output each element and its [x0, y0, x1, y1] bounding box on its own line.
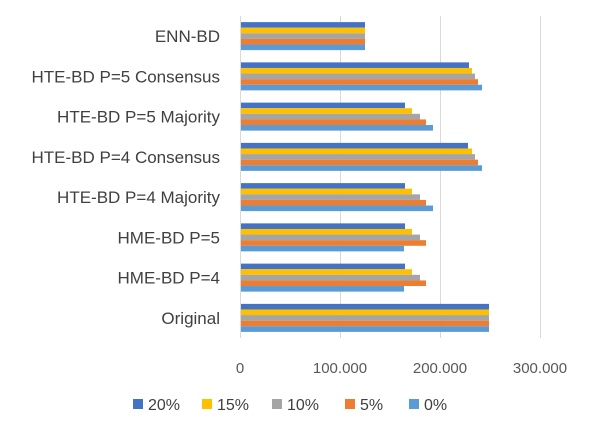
legend-swatch-2 — [272, 399, 282, 409]
bar-5-4 — [241, 125, 433, 131]
x-tick-label-0: 0 — [236, 360, 244, 377]
legend-swatch-0 — [133, 399, 143, 409]
bar-5-2 — [241, 113, 420, 120]
bar-5-3 — [241, 119, 426, 126]
bar-1-3 — [241, 280, 426, 287]
legend-label-4: 0% — [424, 397, 447, 414]
bar-6-1 — [241, 67, 472, 74]
bar-2-2 — [241, 234, 420, 241]
bar-5-1 — [241, 108, 412, 114]
legend-swatch-1 — [202, 399, 212, 409]
bar-4-1 — [241, 148, 472, 155]
bar-3-0 — [241, 183, 405, 189]
category-label-6: HTE-BD P=5 Consensus — [32, 67, 221, 86]
bar-1-1 — [241, 269, 412, 275]
bar-3-1 — [241, 188, 412, 195]
legend-label-1: 15% — [217, 397, 249, 414]
bar-4-4 — [241, 165, 482, 171]
category-label-1: HME-BD P=4 — [118, 269, 221, 288]
bar-0-0 — [241, 303, 489, 310]
bar-3-3 — [241, 199, 426, 206]
bar-2-1 — [241, 228, 412, 235]
category-label-3: HTE-BD P=4 Majority — [57, 188, 220, 207]
bar-7-3 — [241, 38, 365, 45]
bar-5-0 — [241, 102, 405, 109]
category-label-4: HTE-BD P=4 Consensus — [32, 148, 221, 167]
legend-swatch-3 — [345, 399, 355, 409]
bars — [241, 22, 489, 332]
legend-swatch-4 — [409, 399, 419, 409]
bar-7-0 — [241, 22, 365, 28]
category-label-7: ENN-BD — [155, 27, 220, 46]
bar-1-0 — [241, 263, 405, 270]
category-label-5: HTE-BD P=5 Majority — [57, 108, 220, 127]
x-tick-labels: 0 100.000 200.000 300.000 — [236, 360, 567, 377]
bar-2-3 — [241, 240, 426, 246]
bar-2-0 — [241, 223, 405, 229]
bar-0-4 — [241, 326, 489, 332]
bar-2-4 — [241, 245, 404, 252]
x-tick-label-1: 100.000 — [313, 360, 367, 377]
legend-label-2: 10% — [287, 397, 319, 414]
bar-4-0 — [241, 142, 468, 149]
bar-6-0 — [241, 62, 469, 68]
bar-4-2 — [241, 154, 475, 160]
bar-0-2 — [241, 315, 489, 321]
bar-6-2 — [241, 73, 475, 80]
bar-0-3 — [241, 320, 489, 327]
bar-3-4 — [241, 205, 433, 212]
category-label-2: HME-BD P=5 — [118, 228, 221, 247]
bar-7-2 — [241, 33, 365, 39]
x-tick-label-2: 200.000 — [413, 360, 467, 377]
x-tick-label-3: 300.000 — [513, 360, 567, 377]
bar-1-2 — [241, 274, 420, 281]
bar-7-1 — [241, 27, 365, 34]
bar-6-3 — [241, 79, 478, 85]
category-label-0: Original — [161, 309, 220, 328]
category-labels: Original HME-BD P=4 HME-BD P=5 HTE-BD P=4 M… — [32, 27, 221, 328]
bar-4-3 — [241, 159, 478, 166]
legend: 20% 15% 10% 5% 0% — [133, 397, 447, 414]
bar-1-4 — [241, 286, 404, 292]
bar-3-2 — [241, 194, 420, 200]
bar-0-1 — [241, 309, 489, 316]
bar-7-4 — [241, 44, 365, 51]
bar-6-4 — [241, 84, 482, 91]
legend-label-0: 20% — [148, 397, 180, 414]
legend-label-3: 5% — [360, 397, 383, 414]
